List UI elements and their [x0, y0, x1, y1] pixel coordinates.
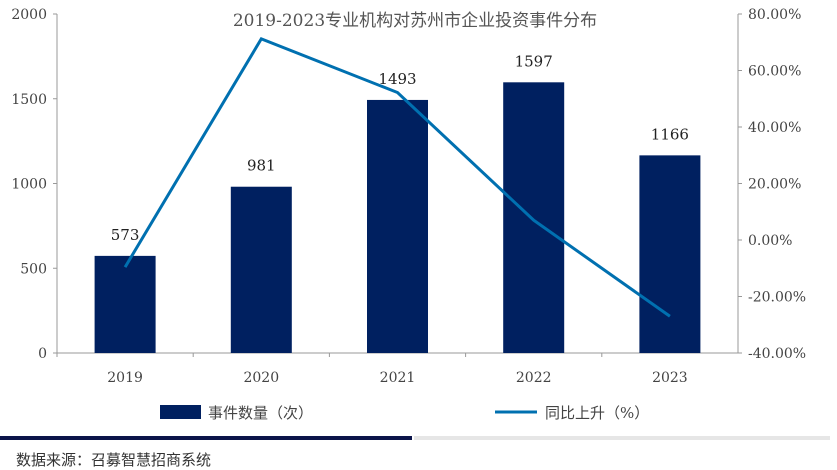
data-label-2020: 981 [247, 157, 276, 175]
left-tick-label: 1500 [11, 92, 47, 108]
x-tick-label: 2021 [380, 370, 416, 386]
data-label-2022: 1597 [515, 52, 553, 70]
chart: 2019-2023专业机构对苏州市企业投资事件分布 0 500 1000 1500 20… [11, 7, 806, 422]
chart-title: 2019-2023专业机构对苏州市企业投资事件分布 [233, 11, 597, 31]
bar-2020 [230, 186, 292, 353]
x-tick-label: 2020 [243, 370, 279, 386]
bar-2021 [367, 99, 428, 354]
bar-2022 [503, 82, 565, 353]
legend-label-bar: 事件数量（次） [208, 404, 313, 422]
left-tick-label: 500 [20, 261, 47, 277]
data-label-2023: 1166 [651, 125, 689, 143]
legend: 事件数量（次） 同比上升（%） [160, 404, 649, 422]
x-tick-label: 2023 [652, 370, 688, 386]
left-tick-label: 1000 [11, 177, 47, 193]
right-tick-label: -20.00% [748, 290, 806, 306]
left-tick-label: 2000 [11, 7, 47, 23]
yoy-line [123, 36, 671, 318]
x-tick-label: 2019 [107, 370, 143, 386]
bars [94, 82, 701, 354]
bar-2023 [639, 155, 701, 353]
legend-label-line: 同比上升（%） [545, 404, 649, 422]
source-note: 数据来源：召募智慧招商系统 [16, 451, 212, 469]
right-tick-label: 60.00% [748, 64, 801, 80]
legend-swatch-bar [160, 405, 201, 419]
footer-divider-dark [0, 436, 412, 440]
right-tick-label: 80.00% [748, 7, 801, 23]
data-label-2019: 573 [111, 226, 140, 244]
axes: 0 500 1000 1500 2000 -40.00% -20.00% 0.00% 20.00… [11, 7, 806, 386]
footer-divider-light [414, 436, 830, 440]
left-tick-label: 0 [38, 346, 47, 362]
data-label-2021: 1493 [378, 70, 416, 88]
data-labels: 573 981 1493 1597 1166 [111, 52, 689, 244]
right-tick-label: -40.00% [748, 346, 806, 362]
right-tick-label: 40.00% [748, 120, 801, 136]
right-tick-label: 20.00% [748, 177, 801, 193]
right-tick-label: 0.00% [748, 233, 792, 249]
bar-2019 [94, 255, 156, 353]
x-tick-label: 2022 [516, 370, 552, 386]
